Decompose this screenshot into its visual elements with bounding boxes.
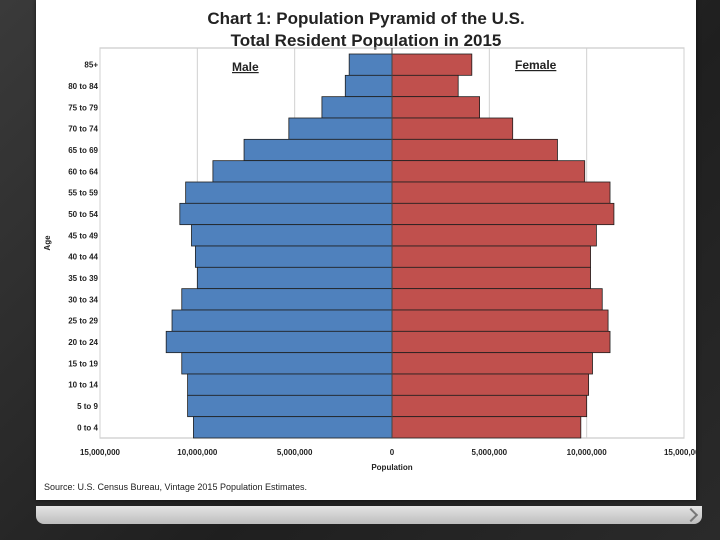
female-bar xyxy=(391,138,558,162)
male-bar xyxy=(193,416,393,439)
y-tick-label: 20 to 24 xyxy=(68,338,98,347)
male-legend-label: Male xyxy=(232,60,259,74)
male-bar xyxy=(243,138,393,162)
x-tick-label: 15,000,000 xyxy=(664,448,696,457)
y-tick-label: 50 to 54 xyxy=(68,210,98,219)
male-bar xyxy=(212,160,393,183)
female-legend-label: Female xyxy=(515,58,557,72)
y-tick-label: 75 to 79 xyxy=(68,103,98,112)
population-pyramid-chart: 15,000,000 10,000,000 5,000,000 0 5,000,000 1… xyxy=(43,47,696,472)
y-tick-label: 30 to 34 xyxy=(68,295,98,304)
female-bar xyxy=(391,53,473,76)
male-bar xyxy=(185,181,393,204)
female-bar xyxy=(391,245,591,268)
male-bar xyxy=(288,117,393,140)
x-axis-title: Population xyxy=(371,463,412,472)
slide-bottom-bar xyxy=(36,506,702,524)
y-tick-label: 45 to 49 xyxy=(68,231,98,240)
male-bar xyxy=(344,74,393,98)
female-bar xyxy=(391,202,615,226)
female-bar xyxy=(391,309,609,332)
male-bar xyxy=(348,53,393,76)
male-bar xyxy=(187,394,393,418)
y-tick-label: 35 to 39 xyxy=(68,274,98,283)
male-bar xyxy=(187,373,393,396)
female-bar xyxy=(391,117,514,140)
female-bar xyxy=(391,373,590,396)
chart-title-line2: Total Resident Population in 2015 xyxy=(230,31,502,50)
male-bar xyxy=(171,309,393,332)
y-tick-label: 5 to 9 xyxy=(77,402,98,411)
female-bar xyxy=(391,224,597,247)
male-bar xyxy=(181,352,393,375)
female-bar xyxy=(391,74,459,98)
y-tick-label: 65 to 69 xyxy=(68,146,98,155)
y-tick-label: 80 to 84 xyxy=(68,82,98,91)
y-axis-title: Age xyxy=(43,235,52,251)
x-tick-label: 10,000,000 xyxy=(177,448,218,457)
male-bar xyxy=(321,96,393,119)
y-tick-label: 10 to 14 xyxy=(68,381,98,390)
y-tick-label: 55 to 59 xyxy=(68,189,98,198)
y-tick-label: 60 to 64 xyxy=(68,167,98,176)
female-bar xyxy=(391,266,591,290)
y-tick-label: 15 to 19 xyxy=(68,359,98,368)
y-tick-label: 25 to 29 xyxy=(68,317,98,326)
female-bar xyxy=(391,96,480,119)
x-tick-label: 10,000,000 xyxy=(567,448,608,457)
x-tick-label: 15,000,000 xyxy=(80,448,121,457)
y-tick-label: 40 to 44 xyxy=(68,253,98,262)
x-tick-label: 5,000,000 xyxy=(277,448,313,457)
female-bar xyxy=(391,416,582,439)
x-tick-label: 0 xyxy=(390,448,395,457)
male-bar xyxy=(194,245,393,268)
y-tick-label: 85+ xyxy=(84,61,98,70)
female-bar xyxy=(391,330,611,354)
y-tick-label: 0 to 4 xyxy=(77,423,98,432)
slide: Chart 1: Population Pyramid of the U.S. … xyxy=(36,0,696,500)
female-bar xyxy=(391,181,611,204)
female-bar xyxy=(391,352,593,375)
male-bar xyxy=(191,224,393,247)
x-tick-label: 5,000,000 xyxy=(472,448,508,457)
female-bar xyxy=(391,288,603,311)
male-bar xyxy=(196,266,393,290)
source-note: Source: U.S. Census Bureau, Vintage 2015… xyxy=(44,482,307,492)
male-bar xyxy=(179,202,393,226)
female-bar xyxy=(391,160,586,183)
female-bar xyxy=(391,394,588,418)
y-tick-label: 70 to 74 xyxy=(68,125,98,134)
chart-title-line1: Chart 1: Population Pyramid of the U.S. xyxy=(207,9,525,28)
male-bar xyxy=(165,330,393,354)
male-bar xyxy=(181,288,393,311)
